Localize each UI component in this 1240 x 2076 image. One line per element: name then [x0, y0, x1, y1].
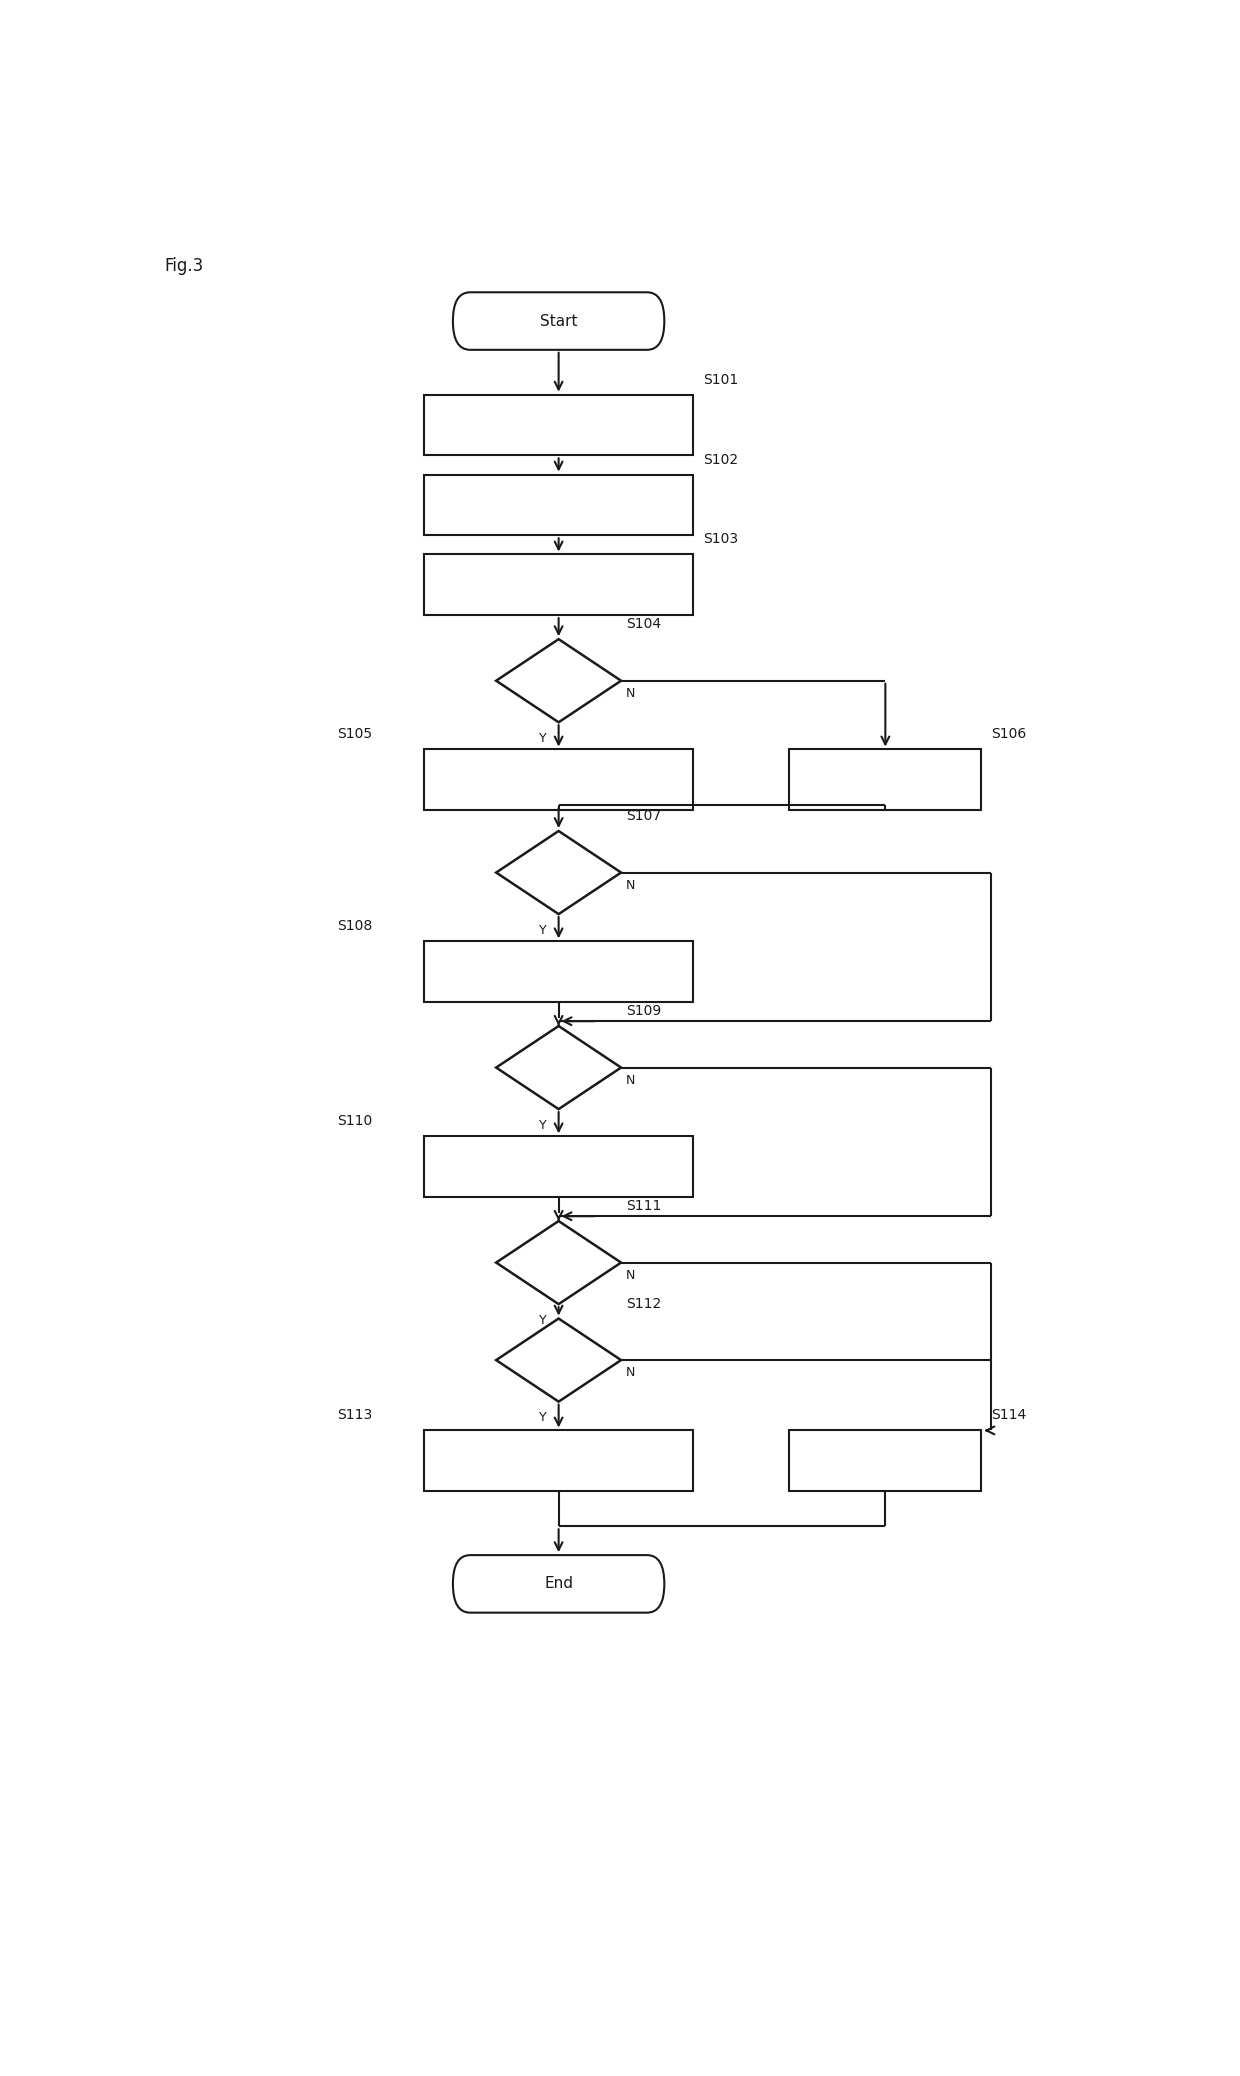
- Bar: [424, 749, 693, 810]
- Bar: [424, 940, 693, 1003]
- Bar: [789, 749, 982, 810]
- Bar: [424, 394, 693, 455]
- Text: N: N: [626, 687, 635, 700]
- Polygon shape: [496, 1026, 621, 1109]
- FancyBboxPatch shape: [453, 1555, 665, 1613]
- Bar: [424, 475, 693, 536]
- Text: Fig.3: Fig.3: [165, 257, 203, 276]
- Text: Y: Y: [539, 1119, 547, 1131]
- Text: S110: S110: [337, 1115, 373, 1129]
- Text: Y: Y: [539, 1412, 547, 1424]
- Bar: [424, 1136, 693, 1198]
- Text: N: N: [626, 1073, 635, 1088]
- Text: S101: S101: [703, 372, 738, 386]
- Text: S102: S102: [703, 453, 738, 467]
- Text: S104: S104: [626, 617, 661, 631]
- Bar: [789, 1430, 982, 1491]
- Polygon shape: [496, 1318, 621, 1401]
- Bar: [424, 1430, 693, 1491]
- Text: S109: S109: [626, 1005, 661, 1017]
- Polygon shape: [496, 1221, 621, 1304]
- Text: S106: S106: [991, 727, 1027, 741]
- Polygon shape: [496, 639, 621, 722]
- Polygon shape: [496, 830, 621, 913]
- Text: Y: Y: [539, 924, 547, 936]
- Text: N: N: [626, 1366, 635, 1378]
- Text: S111: S111: [626, 1200, 661, 1212]
- Text: S103: S103: [703, 531, 738, 546]
- Bar: [424, 554, 693, 614]
- Text: S107: S107: [626, 810, 661, 822]
- Text: S112: S112: [626, 1298, 661, 1310]
- Text: N: N: [626, 878, 635, 893]
- Text: S113: S113: [337, 1408, 373, 1422]
- Text: S108: S108: [337, 920, 373, 934]
- Text: N: N: [626, 1268, 635, 1281]
- Text: S105: S105: [337, 727, 373, 741]
- Text: S114: S114: [991, 1408, 1027, 1422]
- Text: Start: Start: [539, 313, 578, 328]
- Text: End: End: [544, 1576, 573, 1592]
- Text: Y: Y: [539, 1314, 547, 1327]
- Text: Y: Y: [539, 731, 547, 745]
- FancyBboxPatch shape: [453, 293, 665, 351]
